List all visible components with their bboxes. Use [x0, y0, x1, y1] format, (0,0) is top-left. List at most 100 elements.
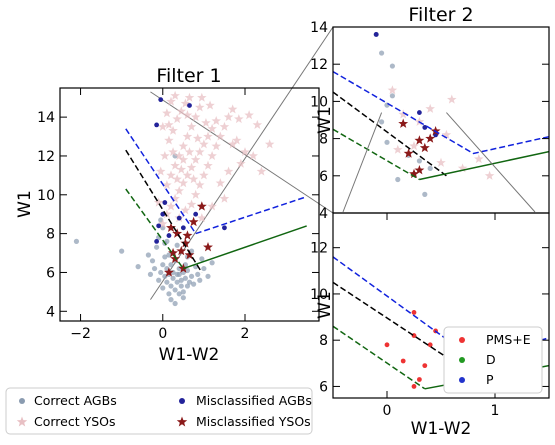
data-point-star — [197, 213, 207, 223]
data-point — [199, 256, 205, 262]
data-point-star — [195, 147, 205, 157]
legend-marker-star — [16, 416, 28, 427]
data-point-star — [207, 150, 217, 160]
data-point — [379, 50, 385, 56]
data-point-star — [166, 96, 176, 106]
data-point-star — [160, 150, 170, 160]
y-tick-label: 6 — [319, 379, 328, 395]
data-point-star — [166, 222, 176, 233]
data-point — [170, 275, 176, 281]
data-point — [395, 176, 401, 183]
data-point-star — [248, 150, 258, 160]
series-misclassified-agbs — [154, 97, 227, 244]
data-point-star — [414, 165, 425, 175]
axes-ticks: 4 6 8 10 12 14 −2 0 2 — [37, 88, 319, 342]
data-point-star — [419, 142, 430, 153]
filter2-title: Filter 2 — [408, 4, 473, 26]
data-point — [147, 271, 154, 277]
plot-area — [73, 90, 307, 307]
data-point — [422, 363, 428, 369]
data-point-star — [393, 144, 403, 154]
data-point-star — [184, 249, 195, 260]
data-point — [154, 244, 160, 250]
boundary-line-black-dashed — [125, 149, 203, 273]
data-point-star — [162, 108, 172, 118]
data-point-star — [174, 185, 184, 195]
data-point-star — [186, 121, 197, 131]
data-point — [384, 342, 390, 348]
axes-frame — [332, 26, 550, 214]
data-point — [166, 233, 172, 238]
data-point — [154, 122, 160, 128]
data-point-star — [184, 147, 195, 157]
axes-frame — [332, 212, 550, 399]
data-point-star — [398, 109, 408, 119]
data-point-star — [168, 147, 178, 157]
data-point — [168, 262, 174, 268]
data-point — [201, 265, 207, 272]
data-point — [158, 269, 164, 276]
data-point — [176, 215, 182, 221]
data-point — [162, 273, 168, 279]
data-point — [193, 211, 199, 217]
data-point — [422, 125, 428, 130]
data-point — [379, 119, 385, 125]
y-tick-label: 12 — [310, 241, 328, 257]
data-point — [178, 283, 184, 289]
data-point-star — [203, 160, 213, 170]
filter1-title: Filter 1 — [156, 65, 221, 87]
data-point — [400, 358, 406, 364]
boundary-line-green-dashed — [125, 188, 184, 270]
y-tick-label: 14 — [310, 20, 328, 36]
zoom-xlabel: W1-W2 — [411, 419, 472, 439]
zoom-ylabel: W1 — [315, 291, 335, 319]
data-point-star — [211, 116, 221, 126]
data-point — [205, 273, 211, 279]
data-point-star — [199, 139, 209, 149]
data-point — [168, 297, 174, 303]
data-point-star — [178, 154, 189, 164]
data-point — [160, 211, 166, 217]
data-point — [160, 285, 166, 291]
series-misclassified-ysos — [398, 118, 441, 179]
data-point-star — [176, 106, 187, 116]
data-point-star — [425, 103, 435, 113]
series-correct-ysos — [387, 85, 495, 180]
data-point — [172, 287, 178, 293]
data-point — [172, 300, 178, 307]
data-point — [427, 342, 433, 348]
data-point-star — [186, 199, 197, 209]
data-point — [197, 277, 203, 283]
data-point — [174, 242, 180, 248]
data-point-star — [190, 112, 201, 122]
data-point-star — [447, 94, 457, 104]
data-point-star — [205, 100, 215, 110]
data-point — [149, 258, 156, 264]
filter1-panel: Filter 1 W1-W2 W1 4 6 8 10 12 14 −2 0 2 — [15, 65, 320, 365]
data-point — [422, 191, 428, 197]
data-point-star — [182, 170, 193, 180]
data-point-star — [474, 154, 484, 164]
data-point-star — [178, 178, 189, 188]
data-point-star — [425, 133, 436, 143]
data-point-star — [484, 170, 495, 180]
data-point — [164, 279, 170, 285]
data-point-star — [180, 238, 191, 248]
data-point-star — [215, 178, 226, 188]
data-point-star — [441, 129, 452, 139]
data-point-star — [182, 131, 193, 141]
y-tick-label: 12 — [37, 149, 55, 165]
data-point-star — [188, 216, 199, 227]
zoom-panel: W1-W2 W1 6 8 10 12 0 1 — [310, 212, 550, 439]
data-point-star — [166, 170, 176, 180]
legend-marker — [19, 398, 25, 404]
data-point-star — [234, 114, 244, 124]
inset-legend-marker — [459, 377, 465, 383]
data-point-star — [436, 157, 446, 167]
plot-area — [333, 31, 549, 197]
legend-marker-star — [176, 416, 188, 427]
data-point-star — [398, 118, 409, 128]
data-point — [178, 277, 184, 283]
axes-frame — [59, 87, 320, 322]
boundary-line-green-solid — [183, 225, 307, 270]
